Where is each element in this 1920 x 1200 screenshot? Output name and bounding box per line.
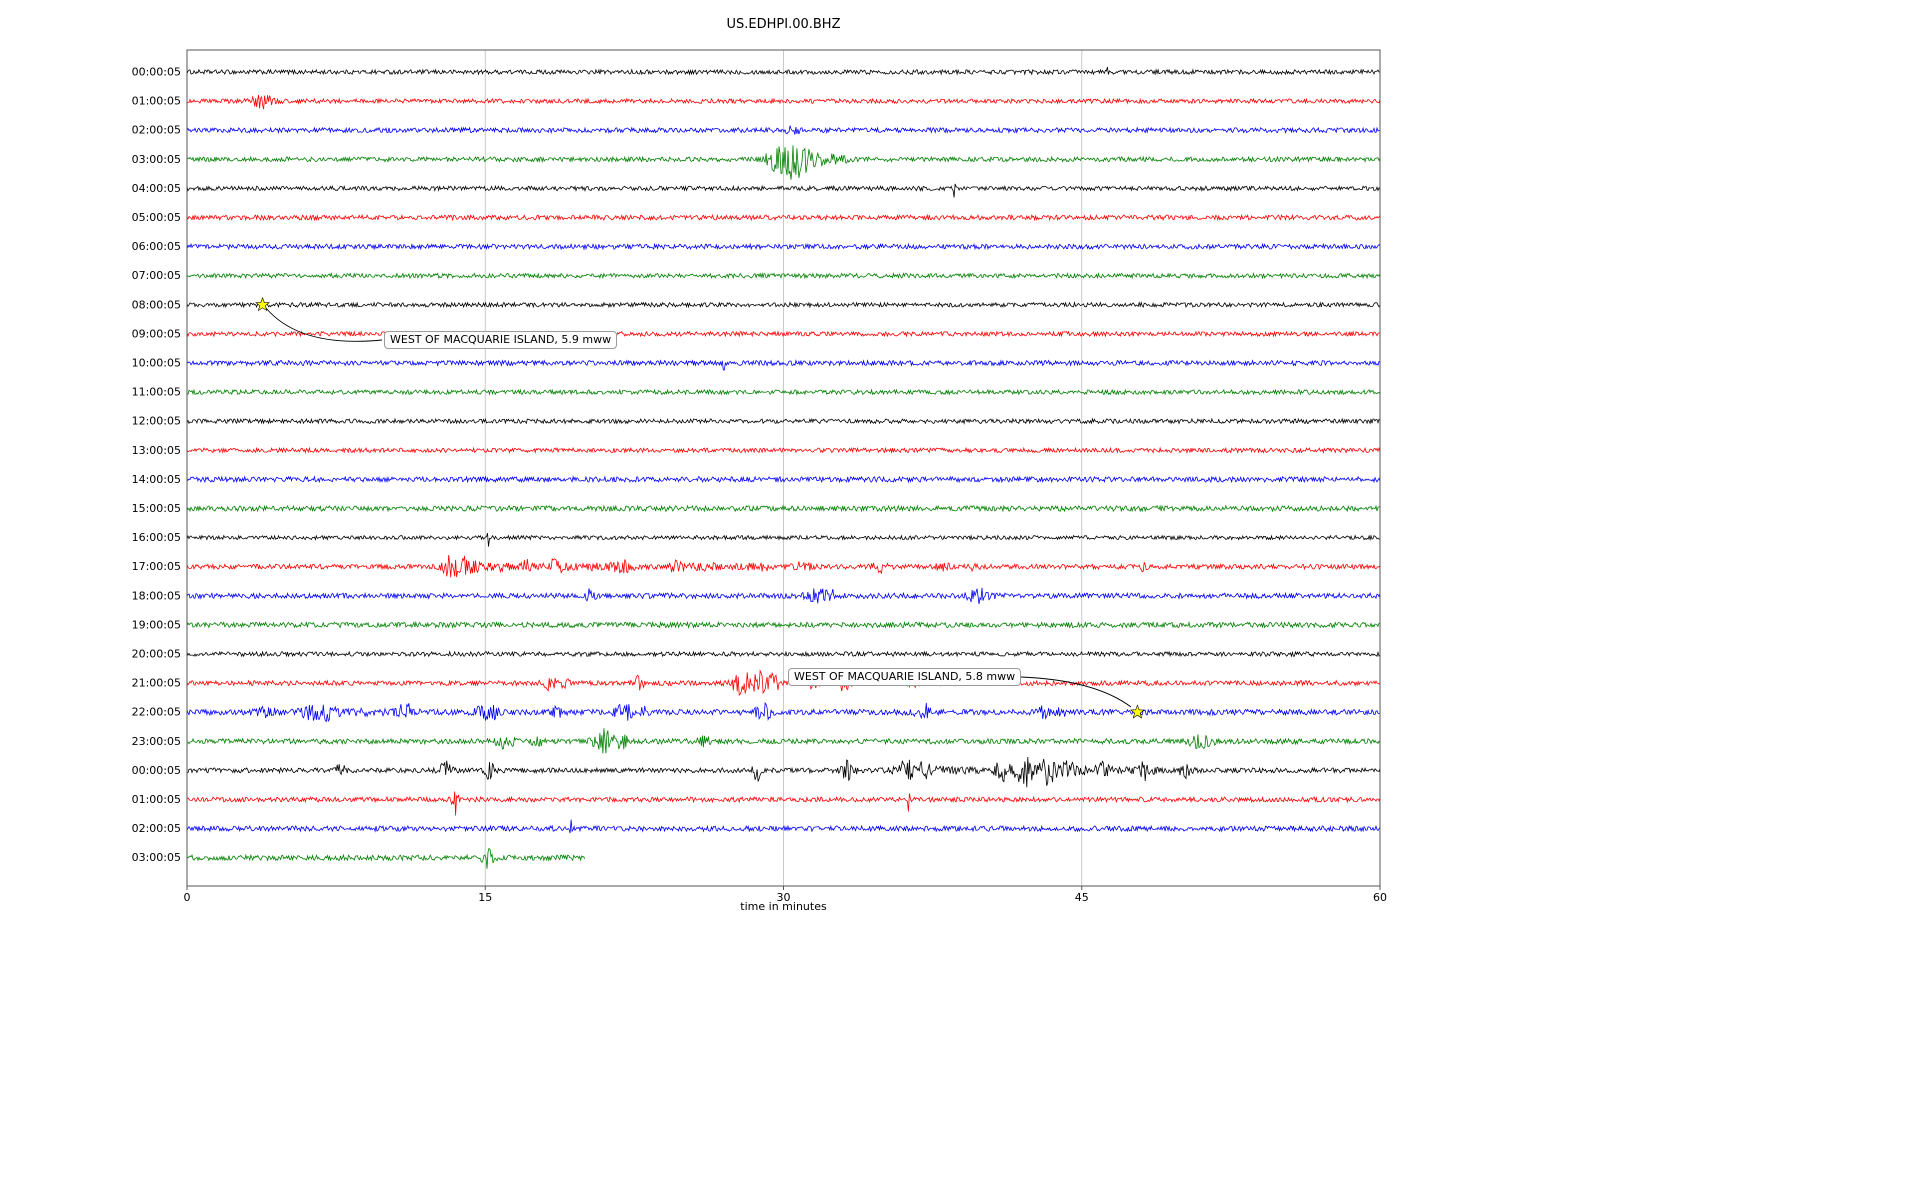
event-star-1 xyxy=(1129,704,1145,719)
row-label-17: 17:00:05 xyxy=(132,560,181,573)
row-label-2: 02:00:05 xyxy=(132,124,181,137)
trace-row-16 xyxy=(186,532,1380,547)
event-annotation-1: WEST OF MACQUARIE ISLAND, 5.8 mww xyxy=(788,668,1022,686)
x-tick-label-60: 60 xyxy=(1373,891,1387,904)
row-label-18: 18:00:05 xyxy=(132,589,181,602)
row-label-13: 13:00:05 xyxy=(132,444,181,457)
trace-row-8 xyxy=(186,301,1381,309)
trace-row-24 xyxy=(186,756,1381,788)
trace-row-21 xyxy=(186,669,1381,696)
row-label-3: 03:00:05 xyxy=(132,153,181,166)
row-label-8: 08:00:05 xyxy=(132,298,181,311)
row-label-1: 01:00:05 xyxy=(132,95,181,108)
trace-row-13 xyxy=(186,446,1381,454)
event-star-0 xyxy=(255,296,271,312)
row-label-4: 04:00:05 xyxy=(132,182,181,195)
x-tick-label-15: 15 xyxy=(478,891,492,904)
plot-title: US.EDHPI.00.BHZ xyxy=(726,17,841,32)
row-label-10: 10:00:05 xyxy=(132,357,181,370)
trace-row-1 xyxy=(186,94,1381,110)
row-label-11: 11:00:05 xyxy=(132,386,181,399)
trace-row-15 xyxy=(186,504,1381,513)
row-label-16: 16:00:05 xyxy=(132,531,181,544)
event-arrow-1 xyxy=(1020,676,1132,708)
row-label-23: 23:00:05 xyxy=(132,735,181,748)
trace-row-2 xyxy=(186,125,1381,135)
row-label-27: 03:00:05 xyxy=(132,851,181,864)
trace-row-3 xyxy=(186,145,1381,180)
event-arrow-0 xyxy=(265,307,383,342)
row-label-7: 07:00:05 xyxy=(132,269,181,282)
row-label-14: 14:00:05 xyxy=(132,473,181,486)
trace-row-17 xyxy=(186,554,1381,578)
row-label-5: 05:00:05 xyxy=(132,211,181,224)
trace-row-12 xyxy=(186,417,1381,425)
trace-row-25 xyxy=(186,791,1381,816)
row-label-19: 19:00:05 xyxy=(132,618,181,631)
row-label-22: 22:00:05 xyxy=(132,706,181,719)
row-label-15: 15:00:05 xyxy=(132,502,181,515)
x-tick-label-30: 30 xyxy=(777,891,791,904)
row-label-20: 20:00:05 xyxy=(132,648,181,661)
event-annotation-0: WEST OF MACQUARIE ISLAND, 5.9 mww xyxy=(384,331,618,349)
row-label-21: 21:00:05 xyxy=(132,677,181,690)
row-label-0: 00:00:05 xyxy=(132,66,181,79)
trace-row-18 xyxy=(186,587,1381,605)
trace-row-5 xyxy=(186,213,1381,222)
trace-row-10 xyxy=(186,359,1381,371)
row-label-26: 02:00:05 xyxy=(132,822,181,835)
row-label-25: 01:00:05 xyxy=(132,793,181,806)
trace-row-6 xyxy=(186,242,1381,251)
trace-row-26 xyxy=(186,819,1381,834)
trace-row-7 xyxy=(186,271,1381,280)
row-label-12: 12:00:05 xyxy=(132,415,181,428)
row-label-24: 00:00:05 xyxy=(132,764,181,777)
trace-row-22 xyxy=(186,701,1381,723)
trace-row-20 xyxy=(186,650,1381,658)
trace-row-0 xyxy=(186,66,1381,76)
trace-row-11 xyxy=(186,388,1381,396)
trace-row-23 xyxy=(186,728,1381,754)
row-label-6: 06:00:05 xyxy=(132,240,181,253)
x-tick-label-45: 45 xyxy=(1075,891,1089,904)
x-tick-label-0: 0 xyxy=(184,891,191,904)
trace-row-4 xyxy=(186,183,1381,198)
trace-row-14 xyxy=(186,475,1381,484)
trace-row-27 xyxy=(186,847,586,869)
trace-row-19 xyxy=(186,620,1381,630)
x-axis-label: time in minutes xyxy=(740,900,827,913)
row-label-9: 09:00:05 xyxy=(132,327,181,340)
